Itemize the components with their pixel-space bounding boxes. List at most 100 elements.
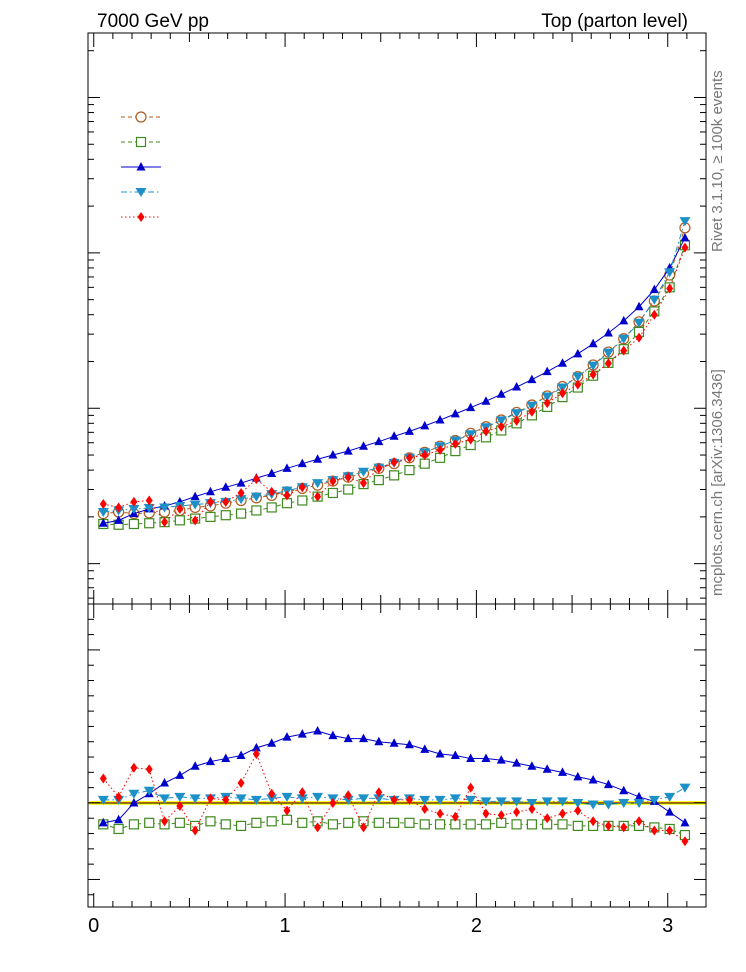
ratio-point-pythia [680,817,690,827]
ratio-point-vincia [159,794,171,804]
data-point-sherpa [604,358,612,369]
data-point-sherpa [436,444,444,455]
ratio-point-pythia [343,733,353,743]
data-point-pythia [221,482,231,491]
ratio-point-herwig7 [465,819,476,830]
ratio-point-vincia [312,792,324,802]
legend-marker-herwig7 [135,136,147,148]
ratio-point-vincia [174,792,186,802]
ratio-point-vincia [143,786,155,796]
ratio-point-vincia [679,783,691,793]
data-point-pythia [435,415,445,424]
ratio-point-sherpa [650,825,658,836]
ratio-series-group [97,726,691,847]
data-point-herwig7 [343,484,354,495]
data-point-vincia [648,295,660,305]
data-point-vincia [541,392,553,402]
data-point-herwig7 [205,511,216,522]
ratio-point-pythia [404,739,414,749]
data-point-herwig7 [297,495,308,506]
data-point-sherpa [360,478,368,489]
ratio-point-pythia [420,744,430,753]
ratio-point-vincia [648,795,660,805]
ratio-point-vincia [250,795,262,805]
data-point-sherpa [115,502,123,513]
ratio-point-herwig7 [572,820,583,831]
ratio-point-pythia [481,753,491,763]
ratio-point-vincia [633,798,645,808]
x-tick-label: 2 [471,915,482,937]
data-point-pythia [680,232,690,242]
ratio-point-sherpa [375,787,383,798]
ratio-point-vincia [266,794,278,804]
ratio-point-sherpa [635,816,643,827]
ratio-point-sherpa [161,816,169,827]
data-point-pythia [634,301,644,311]
data-point-vincia [679,217,691,227]
data-point-sherpa [206,496,214,507]
ratio-point-herwig7 [144,817,155,828]
ratio-point-sherpa [130,762,138,773]
header-left-label: 7000 GeV pp [97,11,209,32]
ratio-point-herwig7 [128,819,140,830]
data-point-vincia [189,500,201,510]
data-point-sherpa [513,415,521,426]
data-point-pythia [374,436,384,446]
data-point-pythia [603,328,613,337]
data-point-pythia [512,382,522,391]
data-point-pythia [297,458,307,468]
ratio-point-herwig7 [205,816,216,827]
data-point-sherpa [191,515,199,526]
data-point-sherpa [99,499,107,510]
ratio-point-pythia [619,785,629,795]
ratio-point-pythia [190,761,200,770]
ratio-point-pythia [236,750,246,759]
ratio-point-herwig7 [419,819,430,830]
data-point-pythia [328,450,338,459]
data-point-vincia [572,372,584,382]
ratio-point-vincia [373,794,385,804]
data-point-pythia [542,366,552,376]
ratio-point-pythia [527,761,537,770]
data-point-herwig7 [251,505,262,516]
ratio-point-pythia [496,755,506,764]
ratio-point-pythia [328,730,338,740]
series-line-vincia [103,221,686,513]
data-point-sherpa [298,482,306,493]
rivet-version-label: Rivet 3.1.10, ≥ 100k events [709,70,726,252]
ratio-point-vincia [128,789,140,799]
ratio-point-pythia [129,797,139,807]
data-point-vincia [235,495,247,505]
x-tick-label: 1 [280,915,291,937]
ratio-point-sherpa [283,805,291,816]
data-point-vincia [250,492,262,502]
ratio-point-sherpa [191,825,199,836]
data-point-pythia [404,426,414,435]
ratio-point-sherpa [451,811,459,822]
mcplots-reference-label: mcplots.cern.ch [arXiv:1306.3436] [709,369,726,596]
ratio-point-vincia [511,797,523,807]
ratio-point-sherpa [222,794,230,805]
ratio-point-pythia [634,791,644,801]
data-point-sherpa [268,486,276,497]
data-point-vincia [312,479,324,489]
ratio-point-sherpa [513,807,521,818]
data-point-sherpa [222,496,230,507]
ratio-point-vincia [465,795,477,805]
data-point-sherpa [161,517,169,528]
ratio-point-vincia [664,792,676,802]
ratio-point-pythia [114,814,124,824]
ratio-point-herwig7 [404,817,415,828]
data-point-sherpa [390,457,398,468]
ratio-point-pythia [160,778,170,787]
data-point-pythia [496,389,506,398]
data-point-pythia [588,338,598,348]
data-point-pythia [190,491,200,501]
data-point-pythia [114,515,124,524]
ratio-point-sherpa [574,805,582,816]
ratio-point-pythia [175,770,185,779]
data-point-pythia [558,358,568,367]
data-point-sherpa [559,388,567,399]
ratio-point-pythia [297,729,307,738]
data-point-sherpa [421,450,429,461]
